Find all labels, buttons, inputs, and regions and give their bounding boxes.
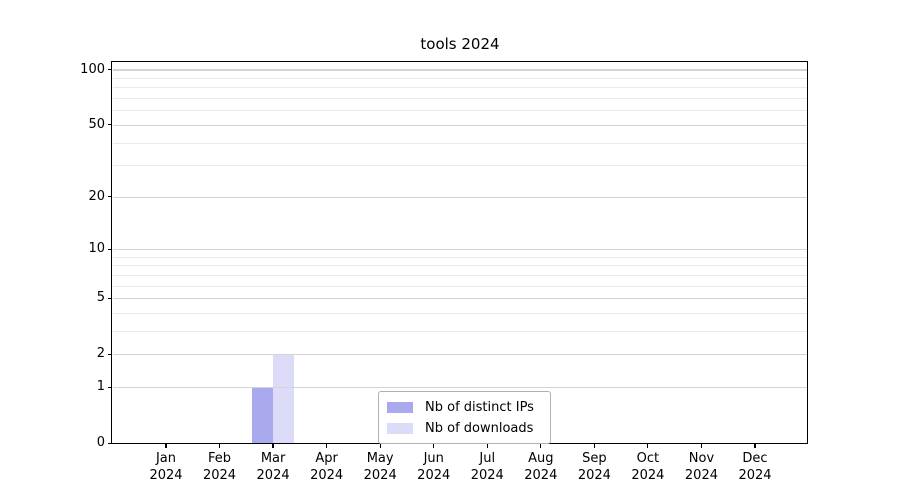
x-tick-year: 2024: [256, 468, 290, 483]
y-tick-label: 100: [80, 61, 105, 77]
x-tick-label: Mar 2024: [241, 450, 305, 484]
legend-row: Nb of distinct IPs: [387, 398, 541, 416]
legend-label: Nb of distinct IPs: [425, 399, 534, 415]
x-tick-label: Jan 2024: [134, 450, 198, 484]
x-tick-mark: [593, 443, 595, 449]
x-tick-label: Apr 2024: [295, 450, 359, 484]
x-tick-label: Sep 2024: [562, 450, 626, 484]
x-tick-year: 2024: [631, 468, 665, 483]
y-tick-mark: [107, 353, 112, 355]
minor-gridline: [112, 87, 808, 89]
y-tick-label: 5: [96, 290, 105, 306]
x-tick-year: 2024: [738, 468, 772, 483]
x-tick-mark: [647, 443, 649, 449]
x-tick-mark: [326, 443, 328, 449]
minor-gridline: [112, 77, 808, 79]
major-gridline: [112, 249, 808, 251]
legend-swatch-downloads: [387, 422, 413, 434]
x-tick-month: Aug: [528, 451, 554, 466]
x-tick-mark: [700, 443, 703, 449]
x-tick-mark: [165, 443, 167, 449]
x-tick-month: Mar: [260, 451, 286, 466]
y-tick-mark: [107, 386, 112, 388]
x-tick-month: Jan: [155, 451, 177, 466]
x-tick-year: 2024: [310, 468, 344, 483]
major-gridline: [112, 298, 808, 300]
minor-gridline: [112, 256, 808, 258]
y-tick-mark: [107, 124, 112, 126]
minor-gridline: [112, 265, 808, 267]
x-tick-label: Nov 2024: [669, 450, 733, 484]
x-tick-month: Nov: [688, 451, 715, 466]
major-gridline: [112, 196, 808, 198]
x-tick-month: Sep: [582, 451, 607, 466]
major-gridline: [112, 387, 808, 389]
x-tick-month: Feb: [208, 451, 232, 466]
legend: Nb of distinct IPs Nb of downloads: [378, 391, 551, 444]
minor-gridline: [112, 110, 808, 112]
major-gridline: [112, 69, 808, 71]
x-tick-label: Jul 2024: [455, 450, 519, 484]
bar-downloads: [273, 354, 295, 444]
x-tick-year: 2024: [149, 468, 183, 483]
x-tick-mark: [379, 443, 381, 449]
x-tick-label: Dec 2024: [723, 450, 787, 484]
x-tick-year: 2024: [684, 468, 718, 483]
x-tick-month: Oct: [636, 451, 660, 466]
x-tick-month: Apr: [315, 451, 338, 466]
bar-distinct-ips: [251, 387, 274, 444]
legend-label: Nb of downloads: [425, 420, 534, 436]
x-tick-year: 2024: [524, 468, 558, 483]
legend-row: Nb of downloads: [387, 419, 541, 437]
y-tick-mark: [107, 196, 112, 198]
y-tick-mark: [107, 68, 112, 71]
y-tick-mark: [107, 442, 112, 444]
x-tick-month: Jul: [479, 451, 496, 466]
y-tick-label: 50: [88, 116, 105, 132]
minor-gridline: [112, 313, 808, 314]
x-tick-label: May 2024: [348, 450, 412, 484]
x-tick-mark: [433, 443, 435, 449]
x-tick-mark: [272, 443, 274, 449]
x-tick-year: 2024: [470, 468, 504, 483]
major-gridline: [112, 354, 808, 356]
x-tick-mark: [486, 443, 488, 449]
x-tick-year: 2024: [363, 468, 397, 483]
major-gridline: [112, 124, 808, 126]
x-tick-month: Dec: [742, 451, 768, 466]
chart-title: tools 2024: [420, 35, 500, 53]
x-tick-month: May: [366, 451, 394, 466]
minor-gridline: [112, 285, 808, 287]
x-tick-label: Aug 2024: [509, 450, 573, 484]
minor-gridline: [112, 98, 808, 100]
x-tick-mark: [754, 443, 756, 449]
x-tick-mark: [540, 443, 542, 449]
x-tick-year: 2024: [417, 468, 451, 483]
x-tick-mark: [218, 443, 221, 449]
y-tick-mark: [107, 248, 112, 250]
x-tick-year: 2024: [202, 468, 237, 483]
y-tick-label: 10: [88, 241, 105, 257]
x-tick-label: Oct 2024: [616, 450, 680, 484]
y-tick-label: 1: [96, 379, 105, 395]
x-tick-label: Feb 2024: [188, 450, 252, 484]
x-tick-year: 2024: [577, 468, 611, 483]
minor-gridline: [112, 274, 808, 276]
minor-gridline: [112, 331, 808, 333]
y-tick-label: 2: [96, 346, 105, 362]
legend-swatch-distinct-ips: [387, 401, 413, 413]
y-tick-label: 0: [96, 435, 105, 451]
minor-gridline: [112, 165, 808, 167]
x-tick-month: Jun: [423, 451, 444, 466]
minor-gridline: [112, 142, 808, 144]
y-tick-label: 20: [88, 188, 105, 204]
x-tick-label: Jun 2024: [402, 450, 466, 484]
y-tick-mark: [107, 297, 112, 299]
